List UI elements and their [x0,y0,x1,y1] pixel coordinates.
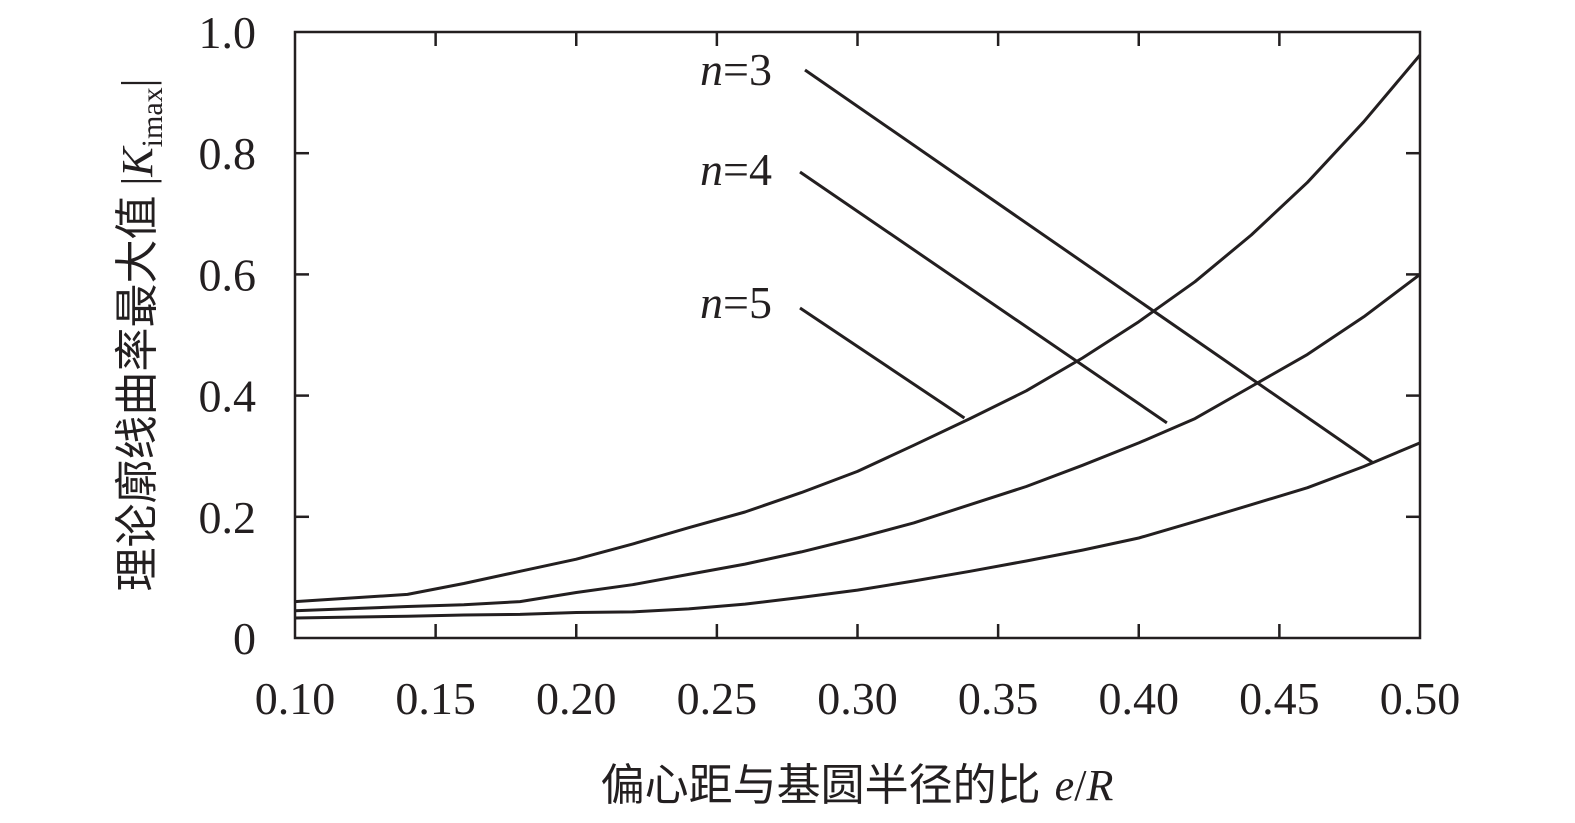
y-tick-label: 0.8 [199,128,257,179]
x-tick-label: 0.50 [1380,673,1461,724]
series-label: n=4 [700,144,772,195]
y-axis-bar-left: | [113,177,162,186]
y-axis-bar-right: | [113,79,162,88]
series-leader-line [799,170,1168,425]
series-leader-line [799,306,966,420]
x-tick-label: 0.30 [817,673,898,724]
series-lines [294,54,1422,620]
x-tick-label: 0.10 [255,673,336,724]
x-tick-label: 0.45 [1239,673,1320,724]
series-label-var: n [700,44,723,95]
series-leader-line [804,68,1374,464]
series-label-var: n [700,277,723,328]
series-label-var: n [700,144,723,195]
series-line [294,441,1421,620]
y-axis-title-text: 理论廓线曲率最大值 [112,195,163,591]
x-tick-label: 0.40 [1099,673,1180,724]
series-line [294,273,1421,613]
x-axis-title-text: 偏心距与基圆半径的比 [601,760,1041,811]
series-label: n=3 [700,44,772,95]
x-tick-label: 0.20 [536,673,617,724]
series-label: n=5 [700,277,772,328]
y-tick-label: 0.2 [199,492,257,543]
y-tick-label: 1.0 [199,7,257,58]
x-tick-label: 0.25 [677,673,758,724]
series-line [294,54,1422,604]
y-axis-subscript: imax [136,87,169,147]
x-tick-label: 0.15 [395,673,476,724]
y-axis-symbol-K: K [113,145,162,178]
x-axis-symbol-e: e [1055,761,1075,810]
x-axis-symbol-R: R [1085,761,1113,810]
axis-ticks [295,32,1420,638]
axis-tick-labels: 0.10 0.15 0.20 0.25 0.30 0.35 0.40 0.45 0.50 0 0.2… [199,7,1461,724]
series-label-eq: =5 [723,277,772,328]
y-axis-title: 理论廓线曲率最大值|Kimax| [112,79,169,592]
x-tick-label: 0.35 [958,673,1039,724]
x-axis-title: 偏心距与基圆半径的比 e/R [601,760,1114,811]
series-label-eq: =3 [723,44,772,95]
x-axis-symbol-slash: / [1074,761,1087,810]
y-tick-label: 0.4 [199,371,257,422]
plot-frame [293,30,1422,640]
series-label-eq: =4 [723,144,772,195]
y-tick-label: 0 [233,613,256,664]
y-tick-label: 0.6 [199,249,257,300]
series-labels: n=3n=4n=5 [700,44,1374,464]
